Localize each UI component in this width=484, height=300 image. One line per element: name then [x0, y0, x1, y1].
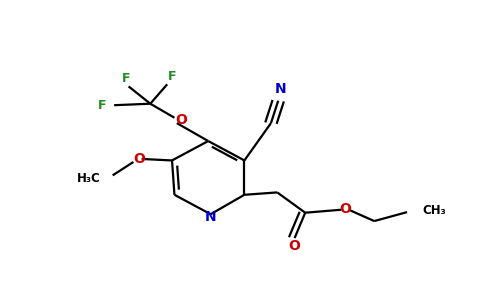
Text: CH₃: CH₃ — [423, 204, 446, 217]
Text: H₃C: H₃C — [77, 172, 101, 185]
Text: O: O — [339, 202, 351, 216]
Text: F: F — [168, 70, 176, 83]
Text: O: O — [176, 113, 188, 127]
Text: O: O — [133, 152, 145, 166]
Text: N: N — [205, 210, 216, 224]
Text: F: F — [98, 99, 106, 112]
Text: N: N — [275, 82, 287, 96]
Text: F: F — [122, 72, 130, 86]
Text: O: O — [288, 238, 301, 253]
